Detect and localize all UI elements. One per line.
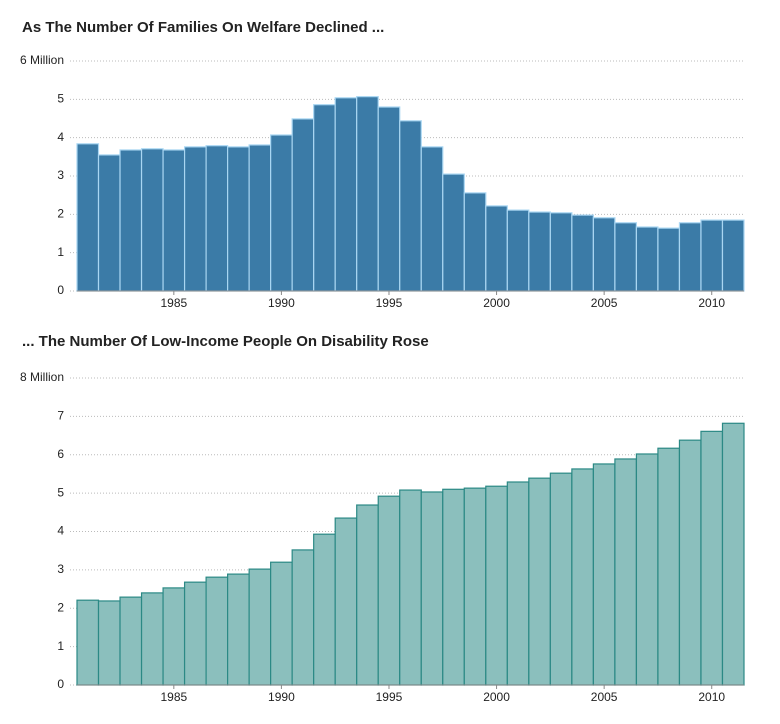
bar xyxy=(657,447,681,686)
bar xyxy=(485,485,508,686)
bar xyxy=(377,495,401,686)
bar xyxy=(399,120,422,292)
x-tick-label: 1990 xyxy=(268,296,295,310)
bar xyxy=(248,568,272,686)
y-tick-label: 4 xyxy=(57,524,64,538)
chart-title: As The Number Of Families On Welfare Dec… xyxy=(22,19,384,36)
y-tick-label: 5 xyxy=(57,92,64,106)
y-tick-label: 6 Million xyxy=(20,53,64,67)
bar xyxy=(119,149,143,292)
x-tick-label: 2000 xyxy=(483,690,510,704)
bar xyxy=(76,143,100,292)
x-tick-label: 2010 xyxy=(698,296,725,310)
bar xyxy=(635,226,659,292)
x-tick-label: 1990 xyxy=(268,690,295,704)
bar xyxy=(614,458,638,686)
y-tick-label: 2 xyxy=(57,207,64,221)
y-tick-label: 1 xyxy=(57,639,64,653)
y-tick-label: 5 xyxy=(57,485,64,499)
bar xyxy=(571,468,594,686)
y-tick-label: 0 xyxy=(57,677,64,691)
bar xyxy=(162,587,186,686)
bar xyxy=(97,600,121,686)
bar xyxy=(485,205,508,292)
bar xyxy=(420,491,444,686)
chart-title: ... The Number Of Low-Income People On D… xyxy=(22,333,429,350)
bar xyxy=(463,192,487,292)
y-tick-label: 0 xyxy=(57,283,64,297)
bar xyxy=(399,489,422,686)
bar xyxy=(97,154,121,292)
bar xyxy=(549,472,573,686)
bar xyxy=(140,592,164,686)
y-tick-label: 1 xyxy=(57,245,64,259)
bar xyxy=(227,146,250,292)
bar xyxy=(420,146,444,292)
bar xyxy=(270,134,293,292)
bar xyxy=(205,145,229,292)
bar xyxy=(506,481,530,686)
y-tick-label: 6 xyxy=(57,447,64,461)
bar xyxy=(528,211,551,292)
x-tick-label: 2005 xyxy=(591,296,618,310)
bar xyxy=(721,219,745,292)
bar xyxy=(334,97,358,292)
bar xyxy=(140,148,164,292)
bar xyxy=(442,173,465,292)
x-tick-label: 2000 xyxy=(483,296,510,310)
bar xyxy=(119,596,143,686)
bar xyxy=(549,212,573,292)
bar xyxy=(442,488,465,686)
bar xyxy=(162,149,186,292)
bar xyxy=(76,599,100,686)
bar xyxy=(356,96,379,292)
x-tick-label: 2010 xyxy=(698,690,725,704)
bar xyxy=(657,227,681,292)
bar xyxy=(528,477,551,686)
bar xyxy=(334,517,358,686)
y-tick-label: 8 Million xyxy=(20,370,64,384)
y-tick-label: 3 xyxy=(57,168,64,182)
bar xyxy=(227,573,250,686)
bar xyxy=(614,222,638,292)
bar xyxy=(377,106,401,292)
bar xyxy=(270,561,293,686)
bar xyxy=(291,118,315,292)
bar xyxy=(635,453,659,686)
bar xyxy=(592,463,616,686)
bar xyxy=(291,549,315,686)
x-tick-label: 1985 xyxy=(160,296,187,310)
y-tick-label: 3 xyxy=(57,562,64,576)
bar xyxy=(700,430,724,686)
bar xyxy=(463,487,487,686)
bar xyxy=(592,217,616,292)
bar xyxy=(700,219,724,292)
x-tick-label: 1985 xyxy=(160,690,187,704)
y-tick-label: 2 xyxy=(57,600,64,614)
y-tick-label: 7 xyxy=(57,409,64,423)
bar xyxy=(183,581,207,686)
bar xyxy=(571,214,594,292)
bar xyxy=(356,504,379,686)
bar xyxy=(205,576,229,686)
x-tick-label: 1995 xyxy=(376,296,403,310)
bar xyxy=(678,222,702,292)
bar xyxy=(506,209,530,292)
bar xyxy=(721,422,745,686)
x-tick-label: 1995 xyxy=(376,690,403,704)
y-tick-label: 4 xyxy=(57,130,64,144)
bar xyxy=(183,146,207,292)
bar xyxy=(678,439,702,686)
bar xyxy=(313,104,336,292)
bar xyxy=(248,144,272,292)
bar xyxy=(313,533,336,686)
x-tick-label: 2005 xyxy=(591,690,618,704)
